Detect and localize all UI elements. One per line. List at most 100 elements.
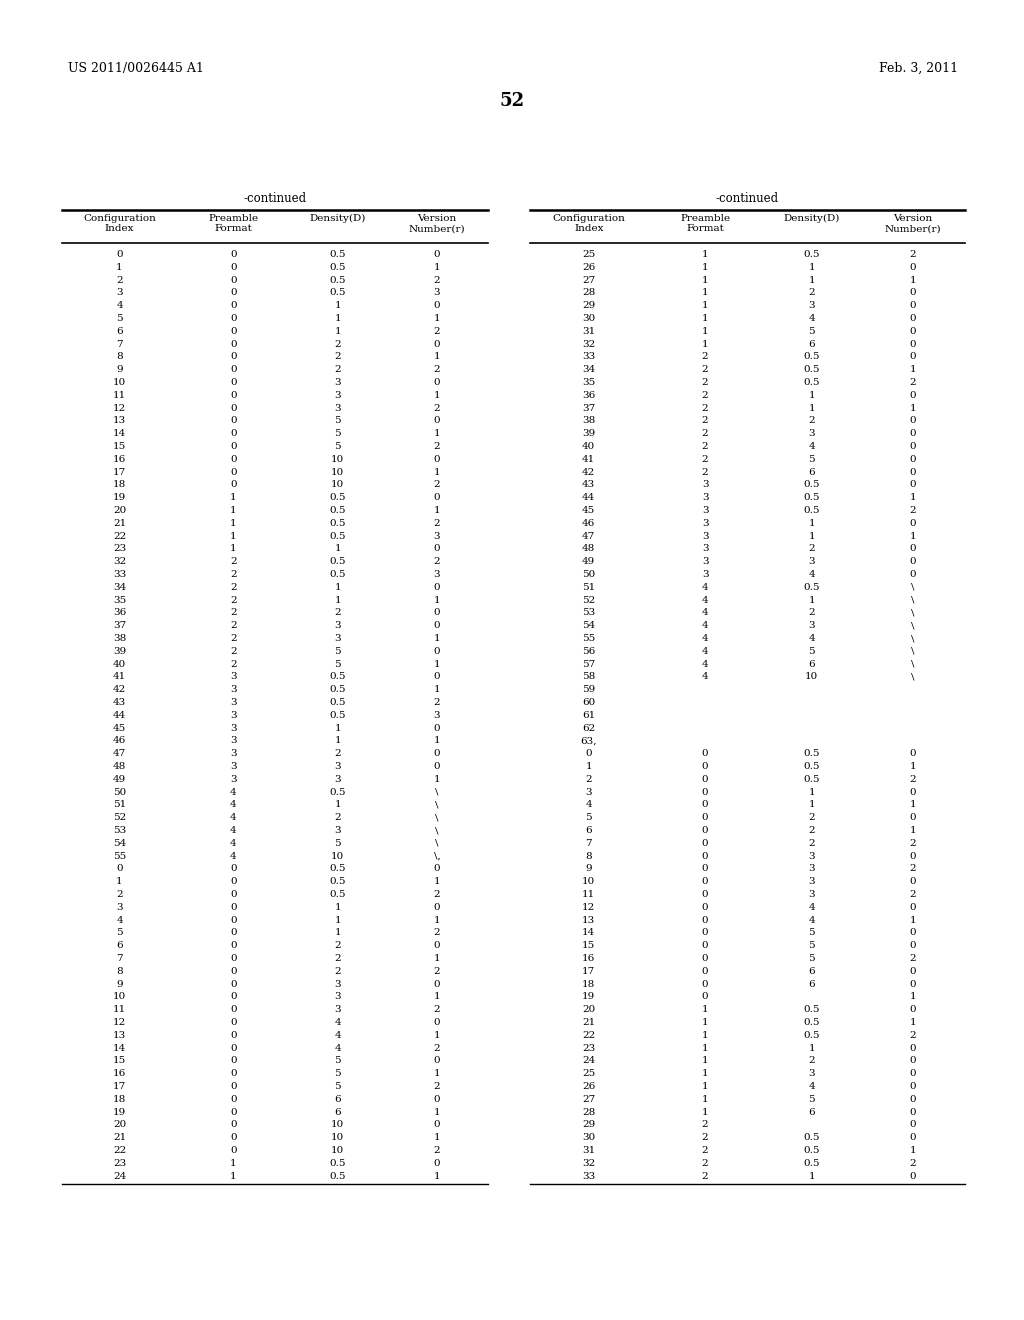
Text: 1: 1 [116, 263, 123, 272]
Text: 1: 1 [433, 506, 440, 515]
Text: 0: 0 [909, 391, 916, 400]
Text: 1: 1 [909, 916, 916, 924]
Text: 1: 1 [433, 660, 440, 669]
Text: 5: 5 [808, 455, 815, 463]
Text: \: \ [435, 838, 438, 847]
Text: 16: 16 [113, 455, 126, 463]
Text: 1: 1 [335, 916, 341, 924]
Text: 36: 36 [582, 391, 595, 400]
Text: 0.5: 0.5 [804, 506, 820, 515]
Text: 8: 8 [116, 352, 123, 362]
Text: 2: 2 [701, 366, 709, 374]
Text: 0: 0 [909, 1094, 916, 1104]
Text: 1: 1 [230, 532, 237, 541]
Text: 2: 2 [909, 775, 916, 784]
Text: 9: 9 [116, 366, 123, 374]
Text: 4: 4 [230, 788, 237, 796]
Text: 0: 0 [909, 813, 916, 822]
Text: 20: 20 [582, 1006, 595, 1014]
Text: 38: 38 [582, 416, 595, 425]
Text: \: \ [911, 622, 914, 630]
Text: 2: 2 [230, 557, 237, 566]
Text: 37: 37 [582, 404, 595, 413]
Text: 0: 0 [433, 544, 440, 553]
Text: 57: 57 [582, 660, 595, 669]
Text: 5: 5 [335, 429, 341, 438]
Text: 26: 26 [582, 263, 595, 272]
Text: 2: 2 [230, 570, 237, 579]
Text: 29: 29 [582, 1121, 595, 1130]
Text: 1: 1 [230, 1172, 237, 1180]
Text: 0: 0 [701, 993, 709, 1002]
Text: 51: 51 [582, 583, 595, 591]
Text: 49: 49 [113, 775, 126, 784]
Text: 27: 27 [582, 276, 595, 285]
Text: 3: 3 [701, 570, 709, 579]
Text: 24: 24 [582, 1056, 595, 1065]
Text: 0.5: 0.5 [330, 890, 346, 899]
Text: 52: 52 [113, 813, 126, 822]
Text: 0: 0 [909, 416, 916, 425]
Text: 0: 0 [909, 544, 916, 553]
Text: Density(D): Density(D) [783, 214, 840, 223]
Text: 1: 1 [701, 1082, 709, 1092]
Text: \: \ [911, 647, 914, 656]
Text: 4: 4 [701, 647, 709, 656]
Text: 23: 23 [582, 1044, 595, 1052]
Text: 2: 2 [808, 544, 815, 553]
Text: 1: 1 [909, 276, 916, 285]
Text: 2: 2 [433, 1082, 440, 1092]
Text: 1: 1 [909, 800, 916, 809]
Text: 32: 32 [582, 1159, 595, 1168]
Text: 22: 22 [582, 1031, 595, 1040]
Text: 6: 6 [808, 966, 815, 975]
Text: 1: 1 [116, 878, 123, 886]
Text: 44: 44 [113, 710, 126, 719]
Text: 18: 18 [113, 1094, 126, 1104]
Text: 1: 1 [808, 788, 815, 796]
Text: 52: 52 [500, 92, 524, 110]
Text: 1: 1 [433, 1133, 440, 1142]
Text: 2: 2 [433, 1044, 440, 1052]
Text: 15: 15 [582, 941, 595, 950]
Text: 8: 8 [586, 851, 592, 861]
Text: 0: 0 [230, 301, 237, 310]
Text: 51: 51 [113, 800, 126, 809]
Text: 0: 0 [433, 622, 440, 630]
Text: 3: 3 [808, 429, 815, 438]
Text: 0: 0 [230, 993, 237, 1002]
Text: 6: 6 [808, 339, 815, 348]
Text: 41: 41 [113, 672, 126, 681]
Text: 0: 0 [433, 301, 440, 310]
Text: 1: 1 [335, 544, 341, 553]
Text: 0: 0 [230, 865, 237, 874]
Text: 1: 1 [701, 314, 709, 323]
Text: 5: 5 [335, 838, 341, 847]
Text: 0.5: 0.5 [330, 288, 346, 297]
Text: 2: 2 [230, 622, 237, 630]
Text: 20: 20 [113, 506, 126, 515]
Text: 0: 0 [909, 1082, 916, 1092]
Text: 3: 3 [230, 750, 237, 758]
Text: 35: 35 [113, 595, 126, 605]
Text: US 2011/0026445 A1: US 2011/0026445 A1 [68, 62, 204, 75]
Text: 10: 10 [331, 1133, 344, 1142]
Text: 0: 0 [701, 878, 709, 886]
Text: 0: 0 [230, 480, 237, 490]
Text: 2: 2 [909, 378, 916, 387]
Text: 1: 1 [701, 276, 709, 285]
Text: 1: 1 [701, 1069, 709, 1078]
Text: 56: 56 [582, 647, 595, 656]
Text: 5: 5 [808, 1094, 815, 1104]
Text: 3: 3 [808, 622, 815, 630]
Text: 6: 6 [116, 327, 123, 335]
Text: 43: 43 [113, 698, 126, 708]
Text: \: \ [435, 788, 438, 796]
Text: 13: 13 [582, 916, 595, 924]
Text: 0: 0 [230, 1082, 237, 1092]
Text: 0: 0 [230, 442, 237, 451]
Text: 22: 22 [113, 1146, 126, 1155]
Text: 21: 21 [113, 1133, 126, 1142]
Text: 0: 0 [909, 327, 916, 335]
Text: 44: 44 [582, 494, 595, 502]
